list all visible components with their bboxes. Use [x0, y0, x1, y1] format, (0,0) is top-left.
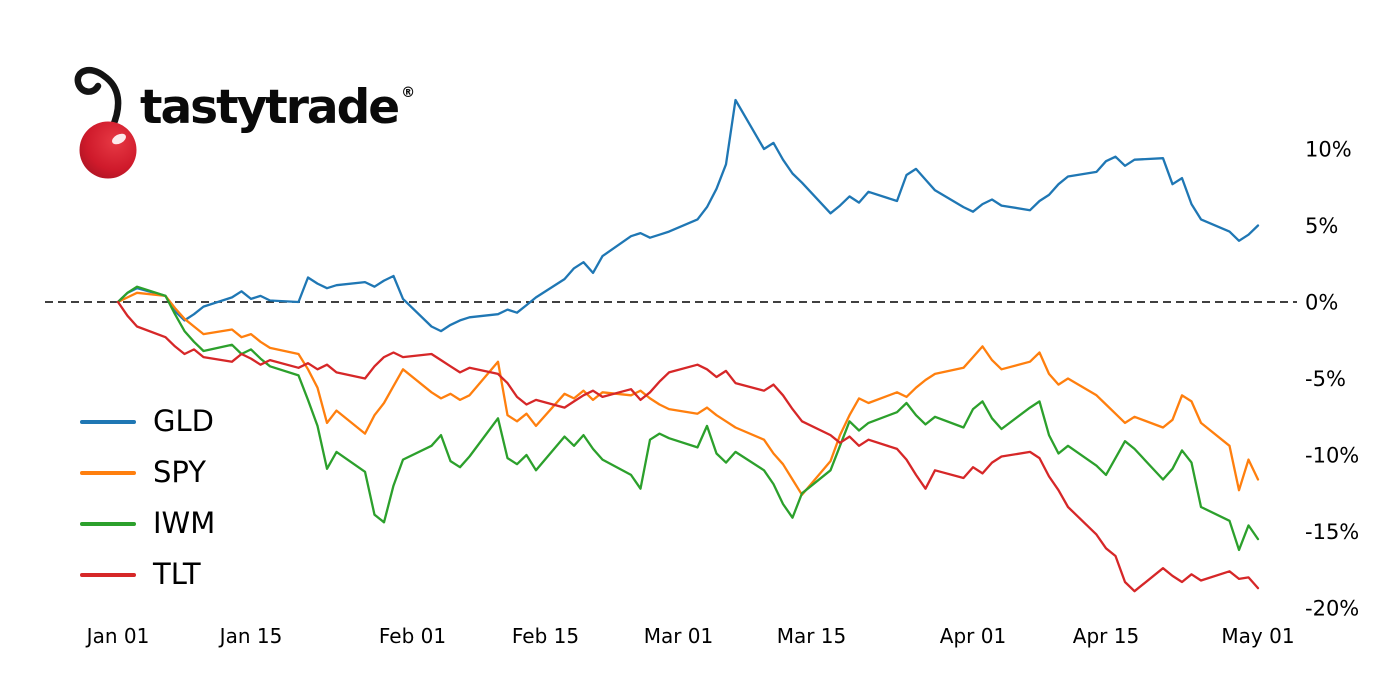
cherry-icon: [74, 66, 137, 179]
legend-label-iwm: IWM: [153, 506, 216, 540]
legend-item-iwm: IWM: [80, 498, 215, 549]
y-tick-label: 10%: [1305, 138, 1352, 162]
y-tick-label: -20%: [1305, 597, 1359, 621]
spy-line-swatch: [80, 470, 136, 475]
legend-item-gld: GLD: [80, 396, 215, 447]
x-tick-label: May 01: [1221, 624, 1294, 648]
x-tick-label: Feb 01: [379, 624, 446, 648]
chart-legend: GLD SPY IWM TLT: [80, 396, 215, 600]
tlt-line-swatch: [80, 572, 136, 577]
registered-trademark-symbol: ®: [401, 85, 416, 101]
y-tick-label: 5%: [1305, 214, 1338, 238]
y-tick-label: 0%: [1305, 291, 1338, 315]
gld-line: [116, 98, 1260, 333]
tlt-line: [116, 300, 1260, 593]
tastytrade-logo: tastytrade ®: [72, 36, 415, 182]
brand-wordmark: tastytrade: [140, 80, 400, 135]
x-tick-label: Apr 15: [1073, 624, 1139, 648]
x-tick-label: Apr 01: [940, 624, 1006, 648]
spy-line: [116, 291, 1260, 496]
brand-wordmark-wrap: tastytrade ®: [140, 84, 415, 131]
legend-label-gld: GLD: [153, 404, 214, 438]
legend-label-tlt: TLT: [153, 557, 201, 591]
cherry-highlight: [112, 133, 126, 145]
cherry-body: [79, 121, 137, 179]
iwm-line: [116, 285, 1260, 552]
x-tick-label: Feb 15: [512, 624, 579, 648]
x-tick-label: Mar 01: [644, 624, 714, 648]
x-tick-label: Mar 15: [777, 624, 847, 648]
legend-item-tlt: TLT: [80, 549, 215, 600]
x-tick-label: Jan 15: [218, 624, 283, 648]
y-tick-label: -5%: [1305, 367, 1346, 391]
legend-label-spy: SPY: [153, 455, 206, 489]
iwm-line-swatch: [80, 521, 136, 526]
y-tick-label: -10%: [1305, 444, 1359, 468]
cherry-stem: [74, 66, 122, 132]
gld-line-swatch: [80, 419, 136, 424]
legend-item-spy: SPY: [80, 447, 215, 498]
y-tick-label: -15%: [1305, 520, 1359, 544]
x-tick-label: Jan 01: [85, 624, 150, 648]
